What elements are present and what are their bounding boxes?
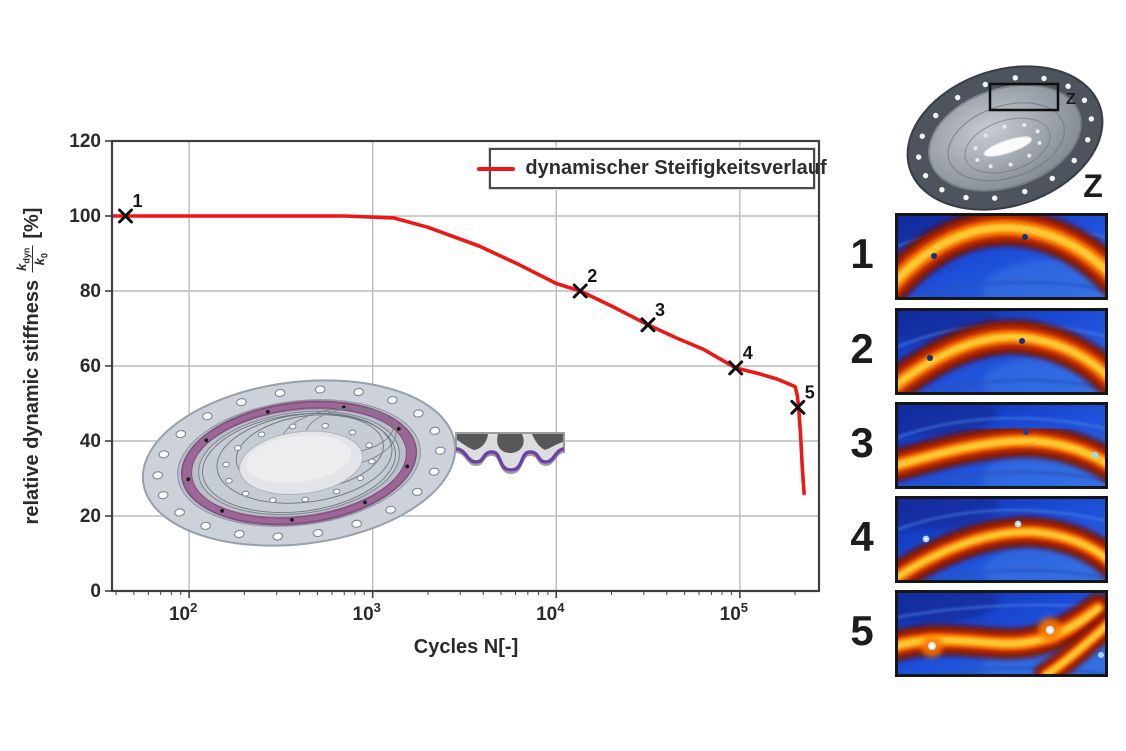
flange-part-render — [906, 65, 1104, 211]
flange-illustration — [141, 379, 457, 547]
x-tick-label: 102 — [169, 600, 197, 625]
zoom-region-box — [988, 82, 1060, 112]
zoom-column-label: Z — [1083, 168, 1103, 204]
thermal-image-4 — [895, 496, 1108, 583]
x-tick-label: 103 — [353, 600, 381, 625]
marker-5: 5 — [790, 382, 815, 415]
y-tick-label: 60 — [80, 356, 101, 377]
y-axis-label: relative dynamic stiffness kdyn k0 [%] — [14, 207, 51, 525]
thermal-frame-label-1: 1 — [850, 230, 874, 277]
y-tick-label: 40 — [80, 431, 101, 452]
y-axis-unit: [%] — [21, 207, 44, 239]
thermal-image-2 — [895, 308, 1108, 395]
marker-label: 5 — [805, 382, 815, 402]
thermal-image-1 — [895, 213, 1108, 300]
thermal-image-5 — [895, 590, 1108, 677]
x-axis-label: Cycles N[-] — [413, 636, 519, 658]
x-tick-label: 104 — [536, 600, 565, 625]
y-tick-label: 80 — [80, 281, 101, 302]
thermal-frame-label-5: 5 — [850, 607, 874, 654]
specimen-part-image: Z — [906, 65, 1104, 211]
thermal-frame-label-4: 4 — [850, 513, 874, 560]
marker-3: 3 — [640, 300, 665, 333]
y-tick-label: 0 — [90, 581, 101, 602]
marker-4: 4 — [728, 343, 753, 376]
stiffness-chart: 1 2 3 4 5 0 20 40 60 80 100 120 102 103 104 105 — [69, 131, 821, 625]
marker-label: 4 — [743, 343, 753, 363]
stiffness-ratio-formula: kdyn k0 — [14, 245, 51, 273]
legend: dynamischer Steifigkeitsverlauf — [477, 148, 827, 189]
marker-label: 3 — [655, 300, 665, 320]
cross-section-illustration — [455, 432, 565, 475]
legend-label: dynamischer Steifigkeitsverlauf — [525, 157, 827, 179]
thermal-image-3 — [895, 402, 1108, 489]
marker-label: 2 — [587, 266, 597, 286]
x-tick-label: 105 — [720, 600, 748, 625]
marker-1: 1 — [118, 191, 143, 224]
thermal-frame-label-3: 3 — [850, 419, 874, 466]
y-tick-label: 100 — [69, 206, 101, 227]
y-axis-label-text: relative dynamic stiffness — [21, 279, 44, 525]
curve-dynamic-stiffness — [110, 214, 806, 496]
y-tick-label: 20 — [80, 506, 101, 527]
marker-2: 2 — [572, 266, 597, 299]
marker-label: 1 — [133, 191, 143, 211]
legend-line-swatch — [477, 166, 516, 171]
thermal-frame-label-2: 2 — [850, 325, 874, 372]
y-tick-label: 120 — [69, 131, 101, 152]
zoom-region-label: Z — [1066, 91, 1076, 108]
